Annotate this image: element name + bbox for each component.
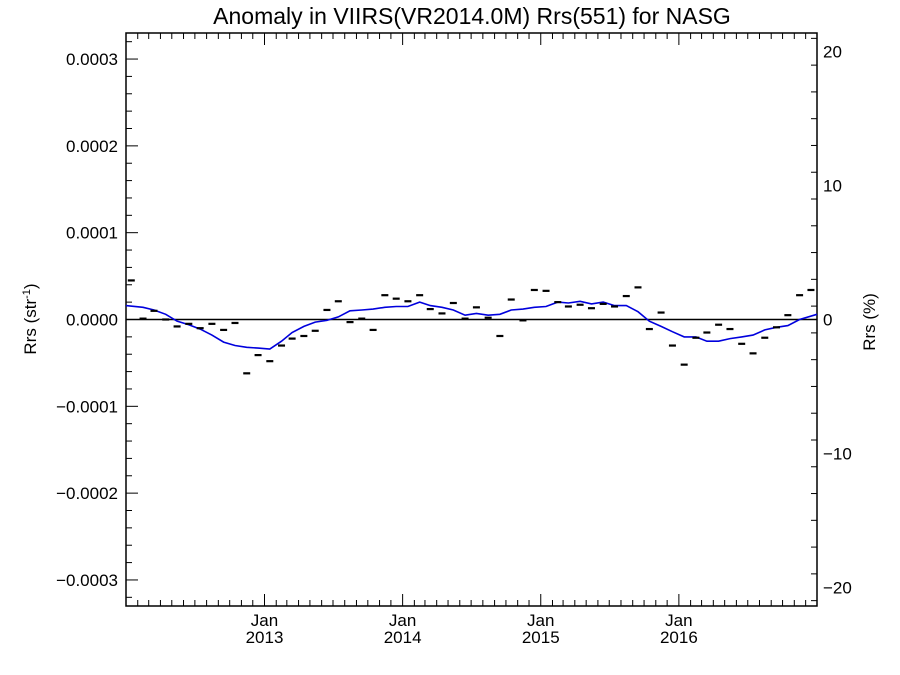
x-tick-label-month: Jan: [527, 611, 554, 630]
right-tick-label: 10: [823, 177, 842, 196]
x-tick-label-month: Jan: [665, 611, 692, 630]
left-tick-label: 0.0000: [66, 311, 118, 330]
chart-title: Anomaly in VIIRS(VR2014.0M) Rrs(551) for…: [213, 3, 731, 29]
left-tick-label: 0.0002: [66, 137, 118, 156]
y-axis-label-right: Rrs (%): [860, 293, 879, 351]
x-tick-label-year: 2015: [522, 628, 560, 647]
left-tick-label: −0.0003: [56, 571, 118, 590]
monthly-anomaly-series: [127, 279, 815, 375]
left-tick-label: −0.0001: [56, 397, 118, 416]
x-tick-label-month: Jan: [251, 611, 278, 630]
running-mean-series: [125, 300, 818, 350]
left-tick-label: 0.0003: [66, 50, 118, 69]
running-mean-line: [125, 300, 818, 350]
right-tick-label: −20: [823, 578, 852, 597]
x-tick-label-year: 2013: [246, 628, 284, 647]
left-tick-label: −0.0002: [56, 484, 118, 503]
left-axis: 0.0003 0.0002 0.0001 0.0000 −0.0001 −0.0002 −0…: [56, 41, 138, 598]
right-axis: 20 10 0 −10 −20: [811, 37, 852, 602]
right-tick-label: −10: [823, 444, 852, 463]
x-tick-label-year: 2014: [384, 628, 422, 647]
x-tick-label-year: 2016: [660, 628, 698, 647]
right-tick-label: 20: [823, 43, 842, 62]
left-tick-label: 0.0001: [66, 224, 118, 243]
x-tick-label-month: Jan: [389, 611, 416, 630]
y-axis-label-left: Rrs (str-1): [21, 283, 40, 354]
right-tick-label: 0: [823, 311, 832, 330]
